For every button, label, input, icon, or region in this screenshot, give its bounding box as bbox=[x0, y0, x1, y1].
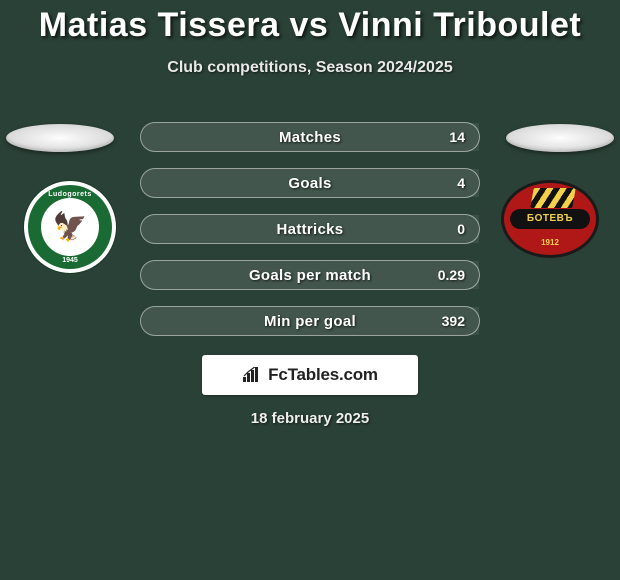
player-right-placeholder bbox=[506, 124, 614, 152]
stat-row: Hattricks 0 bbox=[140, 214, 480, 244]
stat-row: Matches 14 bbox=[140, 122, 480, 152]
club-right-name: БОТЕВЪ bbox=[510, 209, 590, 229]
stat-value-right: 392 bbox=[442, 313, 465, 329]
stat-label: Goals per match bbox=[249, 267, 371, 284]
stat-label: Goals bbox=[288, 175, 331, 192]
attribution-text: FcTables.com bbox=[268, 365, 378, 385]
attribution-badge[interactable]: FcTables.com bbox=[202, 355, 418, 395]
stat-value-right: 14 bbox=[449, 129, 465, 145]
club-right-year: 1912 bbox=[504, 238, 596, 247]
date-label: 18 february 2025 bbox=[0, 410, 620, 427]
stat-row: Goals 4 bbox=[140, 168, 480, 198]
stat-value-right: 0 bbox=[457, 221, 465, 237]
club-left-name: Ludogorets bbox=[28, 191, 112, 198]
stat-label: Matches bbox=[279, 129, 341, 146]
stat-value-right: 4 bbox=[457, 175, 465, 191]
club-left-year: 1945 bbox=[28, 257, 112, 264]
stripes-icon bbox=[530, 188, 576, 208]
stats-table: Matches 14 Goals 4 Hattricks 0 Goals per… bbox=[140, 122, 480, 352]
eagle-icon: 🦅 bbox=[53, 213, 88, 241]
page-title: Matias Tissera vs Vinni Triboulet bbox=[0, 0, 620, 45]
stat-value-right: 0.29 bbox=[438, 267, 465, 283]
bar-chart-icon bbox=[242, 367, 262, 383]
player-left-placeholder bbox=[6, 124, 114, 152]
stat-label: Hattricks bbox=[277, 221, 344, 238]
stat-row: Min per goal 392 bbox=[140, 306, 480, 336]
stat-row: Goals per match 0.29 bbox=[140, 260, 480, 290]
stat-label: Min per goal bbox=[264, 313, 356, 330]
club-badge-left: Ludogorets 🦅 1945 bbox=[23, 180, 117, 274]
comparison-card: Matias Tissera vs Vinni Triboulet Club c… bbox=[0, 0, 620, 580]
subtitle: Club competitions, Season 2024/2025 bbox=[0, 59, 620, 77]
club-badge-right: БОТЕВЪ 1912 bbox=[501, 180, 599, 262]
